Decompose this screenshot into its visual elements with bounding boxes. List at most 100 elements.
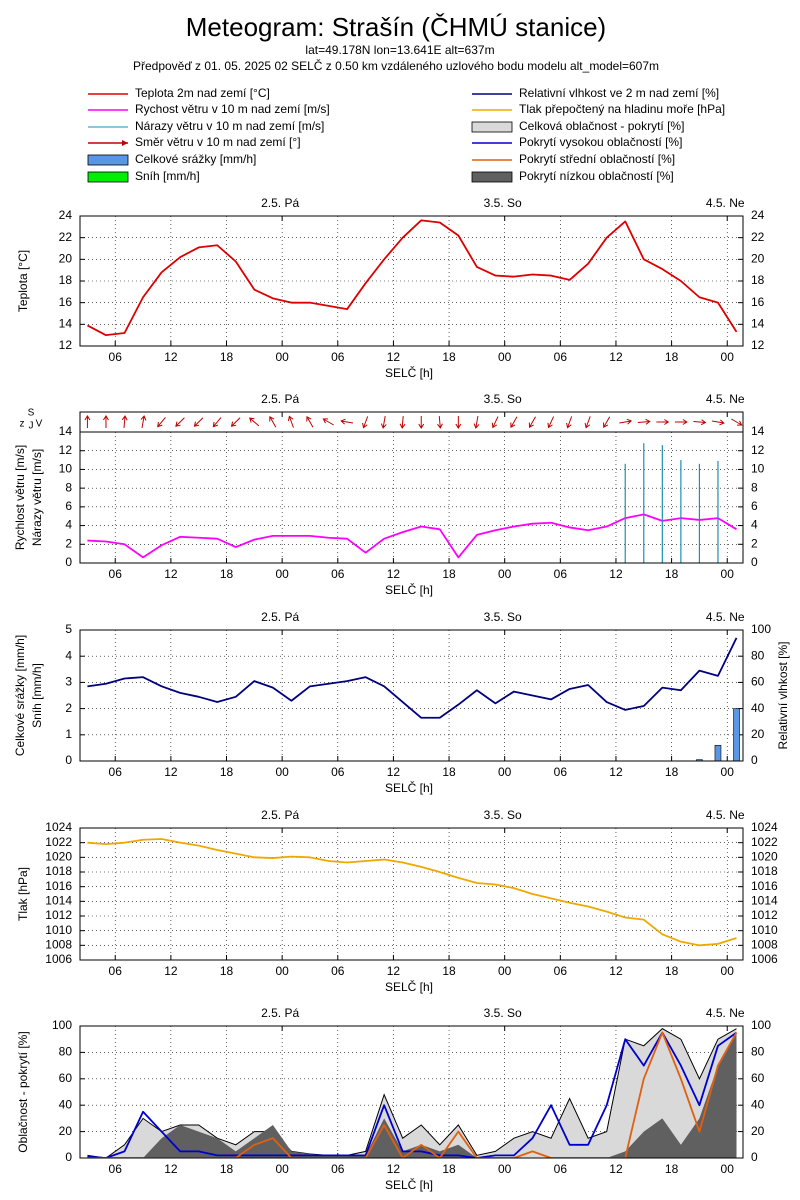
x-tick-label: 06 <box>109 1162 123 1176</box>
y-tick-label: 0 <box>65 1150 72 1164</box>
y-tick-label: 3 <box>65 675 72 689</box>
x-tick-label: 00 <box>721 350 735 364</box>
forecast-note: Předpověď z 01. 05. 2025 02 SELČ z 0.50 … <box>133 58 659 73</box>
x-tick-label: 00 <box>721 567 735 581</box>
y2-tick-label: 40 <box>751 1097 765 1111</box>
y2-tick-label: 20 <box>751 252 765 266</box>
y2-tick-label: 100 <box>751 1018 771 1032</box>
y-tick-label: 5 <box>65 622 72 636</box>
wind-arrow <box>566 416 573 429</box>
plot-area <box>87 637 740 761</box>
y-tick-label: 60 <box>59 1071 73 1085</box>
legend-swatch <box>471 171 513 183</box>
x-tick-label: 12 <box>164 350 178 364</box>
x-tick-label: 00 <box>275 964 289 978</box>
x-tick-label: 18 <box>442 1162 456 1176</box>
wind-arrow <box>619 418 633 425</box>
day-label: 4.5. Ne <box>706 1006 745 1020</box>
y2-tick-label: 12 <box>751 338 765 352</box>
y-tick-label: 8 <box>65 480 72 494</box>
y2-tick-label: 20 <box>751 1124 765 1138</box>
y-tick-label: 1014 <box>45 894 72 908</box>
wind-arrow <box>455 416 462 429</box>
x-tick-label: 12 <box>609 765 623 779</box>
legend-label: Pokrytí nízkou oblačností [%] <box>519 169 674 183</box>
x-tick-label: 12 <box>387 1162 401 1176</box>
y2-tick-label: 1012 <box>751 908 778 922</box>
x-tick-label: 12 <box>609 964 623 978</box>
y-tick-label: 4 <box>65 648 72 662</box>
plot-area <box>87 838 737 947</box>
y2-axis-label: Relativní vlhkost [%] <box>776 641 790 749</box>
y2-tick-label: 2 <box>751 536 758 550</box>
y2-tick-label: 80 <box>751 1045 765 1059</box>
x-tick-label: 00 <box>498 350 512 364</box>
y-axis-label: Tlak [hPa] <box>16 867 30 921</box>
y-tick-label: 1010 <box>45 923 72 937</box>
y-tick-label: 10 <box>59 462 73 476</box>
y-tick-label: 12 <box>59 443 73 457</box>
x-tick-label: 12 <box>387 350 401 364</box>
wind-arrow <box>380 416 387 429</box>
x-tick-label: 12 <box>609 350 623 364</box>
cloud-area <box>87 1032 737 1158</box>
y2-tick-label: 8 <box>751 480 758 494</box>
wind-arrow <box>584 416 591 429</box>
plot-area <box>87 443 737 563</box>
y-axis-label: Sníh [mm/h] <box>30 663 44 728</box>
y2-tick-label: 1016 <box>751 879 778 893</box>
y-axis-label: Teplota [°C] <box>16 250 30 312</box>
series-line <box>87 637 738 719</box>
panel: 06 12 18 00 06 12 18 00 06 12 18 002.5. Pá 3.5. So 4.… <box>13 392 765 597</box>
y-tick-label: 0 <box>65 555 72 569</box>
y-tick-label: 1016 <box>45 879 72 893</box>
y2-tick-label: 16 <box>751 295 765 309</box>
y2-tick-label: 0 <box>751 753 758 767</box>
y-tick-label: 1024 <box>45 820 72 834</box>
legend-label: Tlak přepočtený na hladinu moře [hPa] <box>519 102 725 116</box>
x-tick-label: 00 <box>275 567 289 581</box>
precip-bar <box>714 744 722 761</box>
wind-arrow <box>121 415 128 429</box>
legend-label: Celkové srážky [mm/h] <box>135 152 256 166</box>
x-tick-label: 12 <box>609 567 623 581</box>
plot-frame <box>79 411 744 564</box>
y-tick-label: 20 <box>59 252 73 266</box>
compass-letter: V <box>36 419 43 430</box>
wind-arrow <box>157 417 166 428</box>
panel: 06 12 18 00 06 12 18 00 06 12 18 002.5. Pá 3.5. So 4.… <box>16 1006 771 1192</box>
day-label: 2.5. Pá <box>261 808 299 822</box>
x-tick-label: 00 <box>498 964 512 978</box>
y-tick-label: 18 <box>59 273 73 287</box>
day-label: 4.5. Ne <box>706 392 745 406</box>
y-tick-label: 1018 <box>45 864 72 878</box>
y-tick-label: 1 <box>65 727 72 741</box>
x-tick-label: 06 <box>331 567 345 581</box>
series-line <box>87 513 737 559</box>
x-tick-label: 18 <box>220 567 234 581</box>
wind-arrow <box>175 417 185 427</box>
day-label: 3.5. So <box>484 610 522 624</box>
x-tick-label: 06 <box>109 765 123 779</box>
x-tick-label: 18 <box>665 765 679 779</box>
panel: 06 12 18 00 06 12 18 00 06 12 18 002.5. Pá 3.5. So 4.… <box>13 610 790 795</box>
day-label: 3.5. So <box>484 392 522 406</box>
y2-tick-label: 0 <box>751 1150 758 1164</box>
x-axis-label: SELČ [h] <box>385 780 433 795</box>
x-tick-label: 00 <box>275 350 289 364</box>
plot-frame <box>79 827 744 961</box>
y-tick-label: 80 <box>59 1045 73 1059</box>
wind-arrow <box>84 415 91 428</box>
x-tick-label: 06 <box>554 350 568 364</box>
wind-arrow <box>269 415 277 428</box>
day-label: 3.5. So <box>484 196 522 210</box>
title: Meteogram: Strašín (ČHMÚ stanice) <box>186 12 606 42</box>
legend-label: Sníh [mm/h] <box>135 169 200 183</box>
compass-letter: S <box>28 408 35 419</box>
x-axis-label: SELČ [h] <box>385 582 433 597</box>
legend-swatch <box>87 154 129 166</box>
x-tick-label: 18 <box>665 1162 679 1176</box>
y-axis-label: Nárazy větru [m/s] <box>30 449 44 546</box>
wind-arrow <box>306 415 314 428</box>
